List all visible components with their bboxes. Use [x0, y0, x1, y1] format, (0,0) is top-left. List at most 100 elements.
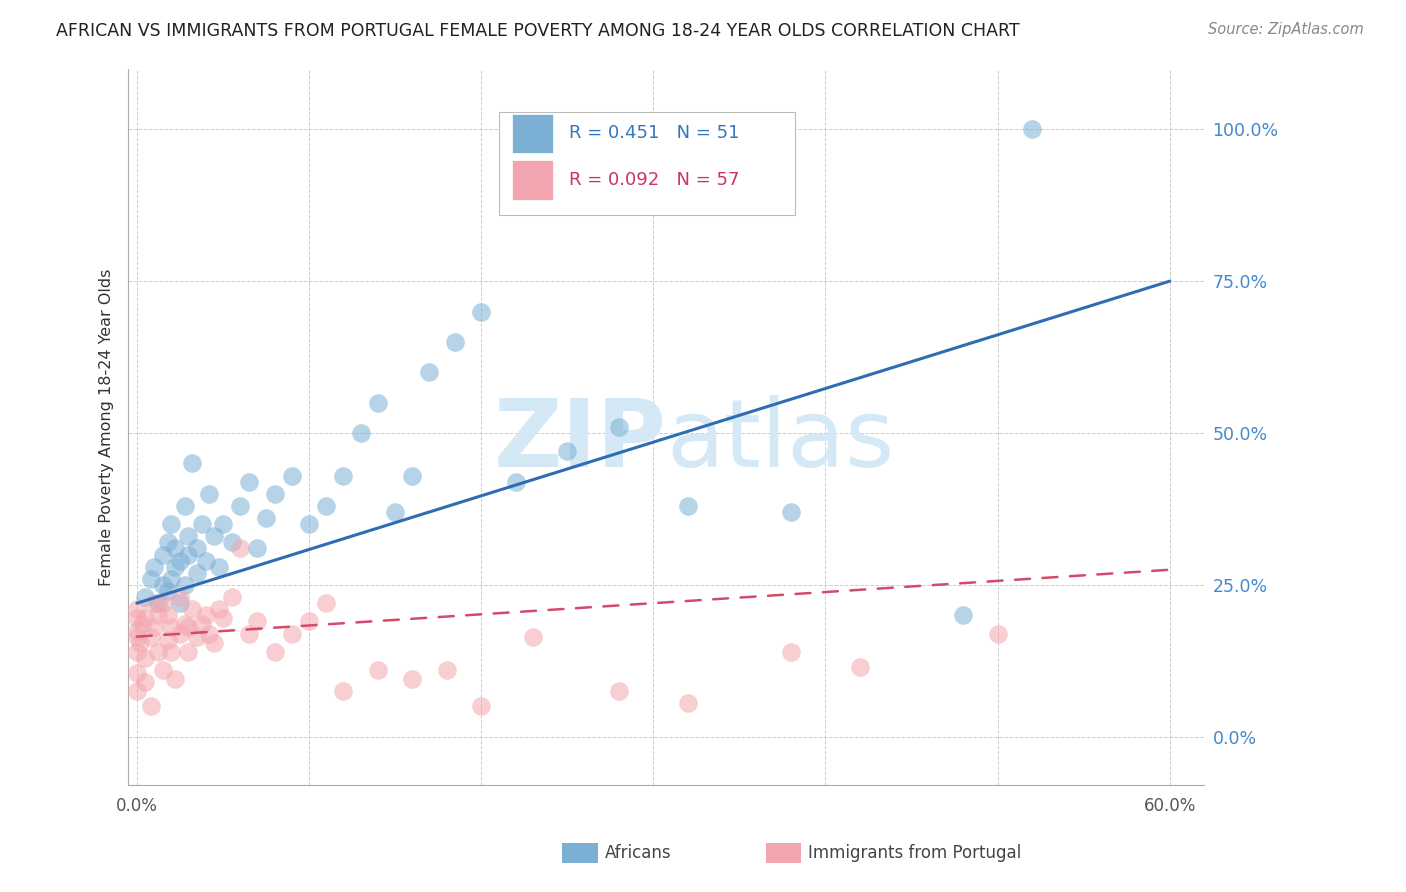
- Point: [160, 645, 183, 659]
- Point: [139, 699, 162, 714]
- Point: [143, 559, 166, 574]
- Y-axis label: Female Poverty Among 18-24 Year Olds: Female Poverty Among 18-24 Year Olds: [100, 268, 114, 586]
- Point: [315, 499, 337, 513]
- Text: R = 0.451   N = 51: R = 0.451 N = 51: [569, 124, 740, 143]
- Point: [125, 645, 148, 659]
- Point: [139, 572, 162, 586]
- Point: [221, 590, 243, 604]
- Point: [152, 663, 174, 677]
- Point: [152, 548, 174, 562]
- Point: [156, 608, 179, 623]
- Point: [163, 672, 186, 686]
- Point: [281, 468, 304, 483]
- Point: [198, 626, 221, 640]
- Point: [160, 572, 183, 586]
- Point: [212, 611, 235, 625]
- Point: [146, 596, 169, 610]
- Point: [131, 617, 153, 632]
- Point: [470, 699, 492, 714]
- Point: [191, 517, 214, 532]
- Point: [444, 334, 467, 349]
- Point: [177, 620, 200, 634]
- Point: [174, 499, 197, 513]
- Point: [332, 684, 354, 698]
- Point: [505, 475, 527, 489]
- Point: [281, 626, 304, 640]
- Point: [160, 517, 183, 532]
- Point: [263, 487, 285, 501]
- Point: [246, 615, 269, 629]
- Point: [181, 602, 204, 616]
- Point: [152, 596, 174, 610]
- Point: [208, 559, 231, 574]
- Point: [1021, 122, 1043, 136]
- Point: [607, 684, 630, 698]
- Point: [522, 630, 544, 644]
- Point: [194, 608, 217, 623]
- Point: [186, 541, 208, 556]
- Point: [254, 511, 277, 525]
- Point: [169, 626, 191, 640]
- Point: [177, 529, 200, 543]
- Point: [238, 626, 260, 640]
- Point: [134, 675, 156, 690]
- Point: [177, 645, 200, 659]
- Point: [986, 626, 1008, 640]
- Text: ZIP: ZIP: [494, 395, 666, 487]
- Point: [315, 596, 337, 610]
- Point: [418, 365, 440, 379]
- Point: [174, 578, 197, 592]
- Point: [125, 624, 148, 638]
- Point: [146, 608, 169, 623]
- Point: [367, 663, 389, 677]
- Point: [143, 596, 166, 610]
- Point: [401, 672, 423, 686]
- Text: AFRICAN VS IMMIGRANTS FROM PORTUGAL FEMALE POVERTY AMONG 18-24 YEAR OLDS CORRELA: AFRICAN VS IMMIGRANTS FROM PORTUGAL FEMA…: [56, 22, 1019, 40]
- Point: [169, 590, 191, 604]
- Point: [174, 617, 197, 632]
- Point: [139, 630, 162, 644]
- FancyBboxPatch shape: [512, 161, 553, 200]
- Point: [134, 590, 156, 604]
- Point: [156, 535, 179, 549]
- Point: [125, 602, 148, 616]
- Point: [238, 475, 260, 489]
- Point: [125, 666, 148, 681]
- Point: [143, 620, 166, 634]
- Point: [780, 645, 803, 659]
- Point: [221, 535, 243, 549]
- Point: [169, 554, 191, 568]
- Point: [208, 602, 231, 616]
- FancyBboxPatch shape: [512, 113, 553, 153]
- Point: [470, 304, 492, 318]
- Point: [780, 505, 803, 519]
- Point: [186, 630, 208, 644]
- Point: [181, 457, 204, 471]
- Text: Immigrants from Portugal: Immigrants from Portugal: [808, 844, 1022, 862]
- Point: [246, 541, 269, 556]
- Point: [129, 635, 152, 649]
- FancyBboxPatch shape: [499, 112, 796, 216]
- Point: [198, 487, 221, 501]
- Point: [146, 645, 169, 659]
- Point: [298, 517, 321, 532]
- Point: [152, 578, 174, 592]
- Point: [125, 684, 148, 698]
- Point: [169, 596, 191, 610]
- Point: [202, 529, 225, 543]
- Point: [229, 541, 252, 556]
- Point: [212, 517, 235, 532]
- Point: [849, 660, 872, 674]
- Point: [555, 444, 578, 458]
- Point: [401, 468, 423, 483]
- Text: R = 0.092   N = 57: R = 0.092 N = 57: [569, 171, 740, 189]
- Text: atlas: atlas: [666, 395, 894, 487]
- Point: [349, 425, 371, 440]
- Point: [384, 505, 406, 519]
- Point: [436, 663, 458, 677]
- Point: [263, 645, 285, 659]
- Point: [177, 548, 200, 562]
- Point: [163, 559, 186, 574]
- Point: [125, 630, 148, 644]
- Point: [134, 611, 156, 625]
